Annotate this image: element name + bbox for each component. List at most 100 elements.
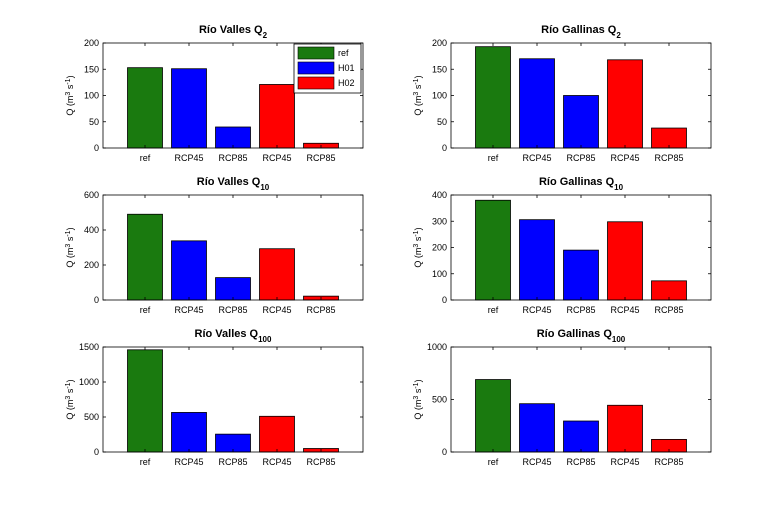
x-tick-label: RCP85 <box>654 305 683 315</box>
legend-swatch-h01 <box>297 61 335 75</box>
y-tick-label: 0 <box>94 143 99 153</box>
bar-rcp45-2 <box>519 58 555 149</box>
y-tick-label: 200 <box>84 38 99 48</box>
x-tick-label: RCP45 <box>262 457 291 467</box>
chart-title: Río Valles Q2 <box>199 24 268 40</box>
y-axis-label: Q (m3 s-1) <box>65 75 76 115</box>
y-axis-label: Q (m3 s-1) <box>65 379 76 419</box>
x-tick-label: RCP45 <box>522 305 551 315</box>
x-tick-label: RCP85 <box>566 153 595 163</box>
bar-rcp45-4 <box>259 84 295 149</box>
x-tick-label: RCP85 <box>566 457 595 467</box>
y-tick-label: 400 <box>432 190 447 200</box>
y-axis-label: Q (m3 s-1) <box>413 227 424 267</box>
x-tick-label: RCP85 <box>306 305 335 315</box>
legend-label-h02: H02 <box>338 78 355 88</box>
y-tick-label: 50 <box>437 117 447 127</box>
bar-ref-1 <box>475 379 511 453</box>
bar-rcp45-4 <box>259 415 295 453</box>
y-tick-label: 150 <box>432 64 447 74</box>
x-tick-label: ref <box>140 305 151 315</box>
x-tick-label: RCP85 <box>218 305 247 315</box>
legend-swatch-h02 <box>297 76 335 90</box>
bar-rcp85-3 <box>215 126 251 149</box>
bar-rcp45-2 <box>519 219 555 301</box>
chart-panel-4: 0 100 200 300 400 ref RCP45 RCP85 RCP45 RCP85 Río … <box>413 176 712 315</box>
bar-rcp45-2 <box>519 403 555 453</box>
y-axis-label: Q (m3 s-1) <box>413 75 424 115</box>
x-tick-label: RCP85 <box>566 305 595 315</box>
chart-title: Río Gallinas Q100 <box>537 328 626 344</box>
legend-label-h01: H01 <box>338 63 355 73</box>
y-tick-label: 0 <box>442 447 447 457</box>
y-tick-label: 100 <box>84 91 99 101</box>
y-tick-label: 0 <box>442 143 447 153</box>
bar-ref-1 <box>475 199 511 301</box>
chart-panel-3: 0 200 400 600 ref RCP45 RCP85 RCP45 RCP85 Río Val… <box>65 176 364 315</box>
y-tick-label: 500 <box>432 395 447 405</box>
y-axis-label: Q (m3 s-1) <box>413 379 424 419</box>
bar-ref-1 <box>127 213 163 301</box>
x-tick-label: RCP45 <box>262 305 291 315</box>
x-tick-label: RCP85 <box>306 153 335 163</box>
y-tick-label: 600 <box>84 190 99 200</box>
bar-rcp85-3 <box>215 277 251 301</box>
y-tick-label: 200 <box>432 38 447 48</box>
y-tick-label: 200 <box>432 243 447 253</box>
chart-panel-1: 0 50 100 150 200 ref RCP45 RCP85 RCP45 RCP85 Río V… <box>65 24 364 163</box>
y-tick-label: 1500 <box>79 342 99 352</box>
y-tick-label: 1000 <box>79 377 99 387</box>
y-tick-label: 400 <box>84 225 99 235</box>
bar-rcp45-2 <box>171 412 207 453</box>
bar-rcp85-3 <box>563 249 599 301</box>
y-tick-label: 50 <box>89 117 99 127</box>
x-tick-label: RCP45 <box>174 153 203 163</box>
x-tick-label: RCP45 <box>262 153 291 163</box>
bar-rcp45-2 <box>171 240 207 301</box>
x-tick-label: RCP45 <box>610 457 639 467</box>
x-tick-label: RCP45 <box>174 457 203 467</box>
legend: ref H01 H02 <box>293 43 362 94</box>
x-tick-label: RCP85 <box>218 153 247 163</box>
y-tick-label: 200 <box>84 260 99 270</box>
chart-panel-2: 0 50 100 150 200 ref RCP45 RCP85 RCP45 RCP85 Río G… <box>413 24 712 163</box>
chart-title: Río Gallinas Q2 <box>541 24 621 40</box>
chart-title: Río Gallinas Q10 <box>539 176 624 192</box>
y-tick-label: 1000 <box>427 342 447 352</box>
x-tick-label: RCP85 <box>654 457 683 467</box>
x-tick-label: ref <box>140 457 151 467</box>
bar-rcp45-4 <box>607 221 643 301</box>
x-tick-label: RCP45 <box>522 153 551 163</box>
chart-title: Río Valles Q100 <box>195 328 272 344</box>
bar-rcp45-2 <box>171 68 207 149</box>
chart-title: Río Valles Q10 <box>197 176 270 192</box>
bar-ref-1 <box>127 349 163 453</box>
bar-ref-1 <box>475 46 511 149</box>
x-tick-label: RCP85 <box>306 457 335 467</box>
bar-ref-1 <box>127 67 163 149</box>
legend-label-ref: ref <box>338 48 349 58</box>
y-tick-label: 100 <box>432 91 447 101</box>
chart-panel-5: 0 500 1000 1500 ref RCP45 RCP85 RCP45 RCP85 Río V… <box>65 328 364 467</box>
y-axis-label: Q (m3 s-1) <box>65 227 76 267</box>
x-tick-label: ref <box>488 153 499 163</box>
x-tick-label: RCP85 <box>218 457 247 467</box>
y-tick-label: 0 <box>94 295 99 305</box>
x-tick-label: ref <box>488 457 499 467</box>
x-tick-label: RCP45 <box>610 153 639 163</box>
y-tick-label: 500 <box>84 412 99 422</box>
x-tick-label: ref <box>140 153 151 163</box>
bar-rcp45-4 <box>259 248 295 301</box>
y-tick-label: 150 <box>84 64 99 74</box>
y-tick-label: 0 <box>94 447 99 457</box>
x-tick-label: RCP45 <box>610 305 639 315</box>
y-tick-label: 300 <box>432 216 447 226</box>
bar-rcp45-4 <box>607 404 643 453</box>
y-tick-label: 0 <box>442 295 447 305</box>
bar-rcp45-4 <box>607 59 643 149</box>
y-tick-label: 100 <box>432 269 447 279</box>
chart-panel-6: 0 500 1000 ref RCP45 RCP85 RCP45 RCP85 Río Galli… <box>413 328 712 467</box>
bar-rcp85-3 <box>563 95 599 149</box>
x-tick-label: RCP45 <box>522 457 551 467</box>
